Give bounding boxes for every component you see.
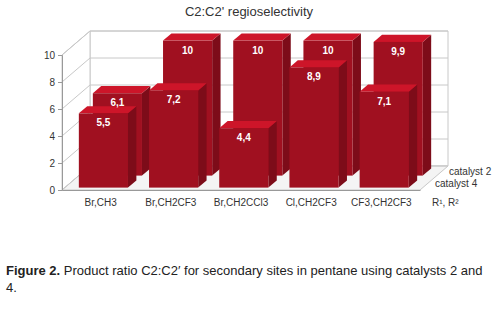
data-label: 7,1 bbox=[377, 96, 391, 107]
bar bbox=[289, 60, 347, 187]
y-axis: 0 2 4 6 8 10 bbox=[44, 50, 63, 196]
title: C2:C2' regioselectivity bbox=[185, 4, 314, 19]
x-tick: Br,CH2CF3 bbox=[145, 190, 197, 208]
y-tick-label: 6 bbox=[49, 104, 55, 115]
x-tick-label: Br,CH3 bbox=[84, 197, 117, 208]
y-tick-mark bbox=[58, 136, 62, 137]
data-label: 5,5 bbox=[96, 117, 110, 128]
y-tick: 2 bbox=[49, 158, 62, 169]
y-tick: 6 bbox=[49, 104, 62, 115]
x-tick: Br,CH2CCl3 bbox=[214, 190, 269, 208]
bar-front bbox=[149, 90, 198, 187]
caption-label: Figure 2. bbox=[6, 263, 60, 278]
bar-side bbox=[409, 85, 417, 188]
bar-front bbox=[219, 128, 268, 187]
bar-side bbox=[423, 35, 431, 176]
bar bbox=[219, 121, 277, 188]
y-tick-label: 4 bbox=[49, 131, 55, 142]
y-tick: 4 bbox=[49, 131, 62, 142]
data-label: 4,4 bbox=[237, 132, 251, 143]
bar-side bbox=[339, 60, 347, 187]
bar-side bbox=[198, 83, 206, 187]
caption: Figure 2. Product ratio C2:C2′ for secon… bbox=[6, 262, 492, 296]
bar-front bbox=[289, 67, 338, 187]
x-tick-label: Br,CH2CCl3 bbox=[214, 197, 269, 208]
x-tick-label: Br,CH2CF3 bbox=[145, 197, 197, 208]
bar-top bbox=[233, 33, 291, 40]
bar-top bbox=[303, 33, 361, 40]
bar-top bbox=[149, 83, 207, 90]
x-tick: Br,CH3 bbox=[84, 190, 117, 208]
bar-top bbox=[163, 33, 221, 40]
y-tick-label: 10 bbox=[44, 50, 56, 61]
data-labels: 6,1 10 10 10 9,9 5,5 7,2 4,4 8,9 7,1 bbox=[96, 45, 405, 144]
y-tick-mark bbox=[58, 190, 62, 191]
bar-top bbox=[219, 121, 277, 128]
y-tick-mark bbox=[58, 109, 62, 110]
y-tick-mark bbox=[58, 82, 62, 83]
data-label: 9,9 bbox=[391, 46, 405, 57]
y-tick-label: 0 bbox=[49, 185, 55, 196]
caption-text: Product ratio C2:C2′ for secondary sites… bbox=[6, 263, 482, 295]
bar-side bbox=[268, 121, 276, 188]
y-tick-mark bbox=[58, 163, 62, 164]
bar-top bbox=[79, 106, 137, 113]
x-tick: Cl,CH2CF3 bbox=[286, 190, 338, 208]
x-axis-line bbox=[63, 190, 421, 191]
y-tick: 8 bbox=[49, 77, 62, 88]
y-tick-mark bbox=[58, 55, 62, 56]
data-label: 10 bbox=[322, 45, 334, 56]
data-label: 8,9 bbox=[307, 71, 321, 82]
bar-top bbox=[360, 85, 418, 92]
data-label: 10 bbox=[252, 45, 264, 56]
y-tick-label: 2 bbox=[49, 158, 55, 169]
x-tick: CF3,CH2CF3 bbox=[351, 190, 412, 208]
data-label: 7,2 bbox=[167, 94, 181, 105]
x-tick-label: CF3,CH2CF3 bbox=[351, 197, 412, 208]
bar bbox=[79, 106, 137, 187]
series-label: catalyst 4 bbox=[435, 178, 478, 189]
x-axis-title: R¹, R² bbox=[432, 197, 459, 208]
bar-front bbox=[79, 113, 128, 187]
bar-front bbox=[360, 92, 409, 188]
y-axis-line bbox=[58, 56, 63, 191]
y-tick: 10 bbox=[44, 50, 62, 61]
spacer bbox=[60, 263, 64, 278]
bar-top bbox=[289, 60, 347, 67]
bar-top bbox=[93, 86, 151, 93]
grid bbox=[62, 31, 448, 190]
bar bbox=[149, 83, 207, 187]
x-axis: Br,CH3 Br,CH2CF3 Br,CH2CCl3 Cl,CH2CF3 CF3,CH… bbox=[63, 190, 421, 208]
x-tick-label: Cl,CH2CF3 bbox=[286, 197, 338, 208]
bar-side bbox=[128, 106, 136, 187]
bar-top bbox=[374, 35, 432, 42]
y-tick: 0 bbox=[49, 185, 62, 196]
bar bbox=[360, 85, 418, 188]
series-label: catalyst 2 bbox=[449, 166, 492, 177]
walls bbox=[62, 31, 448, 190]
data-label: 10 bbox=[182, 45, 194, 56]
bars bbox=[79, 33, 431, 187]
chart: C2:C2' regioselectivity0246810Br,CH3Br,C… bbox=[0, 0, 498, 255]
y-tick-label: 8 bbox=[49, 77, 55, 88]
data-label: 6,1 bbox=[110, 97, 124, 108]
